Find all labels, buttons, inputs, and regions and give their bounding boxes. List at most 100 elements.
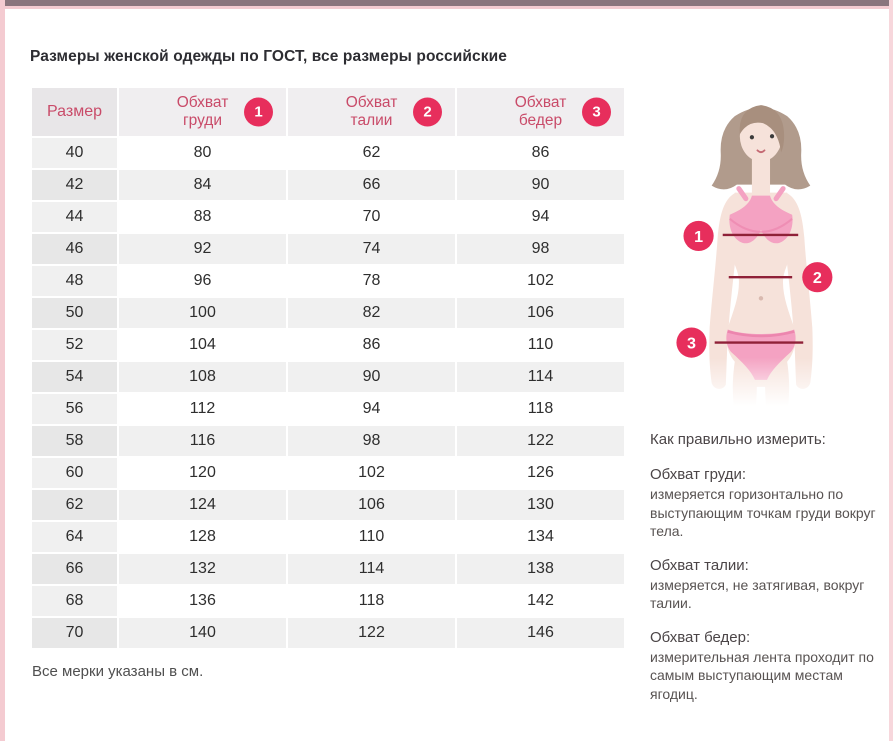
chest-cell: 136: [119, 586, 286, 616]
size-cell: 52: [32, 330, 117, 360]
size-table: Размер Обхват груди 1 Обхват талии 2 Обхва…: [30, 86, 626, 650]
table-header-row: Размер Обхват груди 1 Обхват талии 2 Обхва…: [32, 88, 624, 136]
chest-cell: 128: [119, 522, 286, 552]
right-eye: [769, 134, 775, 139]
size-cell: 44: [32, 202, 117, 232]
bra-strap-left: [736, 186, 749, 202]
neck: [751, 149, 771, 200]
size-cell: 70: [32, 618, 117, 648]
instruction-text-hips: измерительная лента проходит по самым вы…: [650, 648, 874, 702]
instruction-heading-hips: Обхват бедер:: [650, 628, 751, 646]
label-line: Обхват: [345, 94, 398, 111]
bra-strap-right: [773, 186, 786, 202]
table-row: 66 132 114 138: [32, 554, 624, 584]
instruction-text-chest: измеряется горизонтально по выступающим …: [650, 486, 876, 539]
figure-marker-3-icon: 3: [676, 327, 707, 358]
label-line: Обхват: [176, 94, 229, 111]
table-row: 68 136 118 142: [32, 586, 624, 616]
hips-cell: 110: [457, 330, 624, 360]
figure-marker-2-number: 2: [813, 269, 822, 287]
label-line: талии: [350, 112, 393, 129]
chest-cell: 88: [119, 202, 286, 232]
waist-cell: 102: [288, 458, 455, 488]
figure-marker-3-number: 3: [687, 335, 696, 353]
size-cell: 58: [32, 426, 117, 456]
figure-marker-1-icon: 1: [683, 220, 714, 252]
mouth: [756, 149, 766, 154]
hips-cell: 146: [457, 618, 624, 648]
units-note: Все мерки указаны в см.: [32, 663, 204, 680]
bottom-fade: [650, 357, 882, 406]
label-line: бедер: [518, 112, 563, 129]
bra-shading: [729, 218, 793, 233]
table-row: 56 112 94 118: [32, 394, 624, 424]
chest-cell: 84: [119, 170, 286, 200]
hips-cell: 86: [457, 138, 624, 168]
figure-marker-1-number: 1: [694, 228, 703, 246]
figure-wrap: 1 2 3: [650, 94, 890, 411]
table-row: 46 92 74 98: [32, 234, 624, 264]
table-row: 64 128 110 134: [32, 522, 624, 552]
waist-cell: 122: [288, 618, 455, 648]
table-row: 54 108 90 114: [32, 362, 624, 392]
waist-cell: 98: [288, 426, 455, 456]
size-cell: 46: [32, 234, 117, 264]
table-row: 58 116 98 122: [32, 426, 624, 456]
waist-cell: 70: [288, 202, 455, 232]
size-cell: 62: [32, 490, 117, 520]
size-cell: 66: [32, 554, 117, 584]
table-row: 44 88 70 94: [32, 202, 624, 232]
size-cell: 50: [32, 298, 117, 328]
hair-fringe: [739, 105, 785, 153]
table-row: 52 104 86 110: [32, 330, 624, 360]
table-row: 70 140 122 146: [32, 618, 624, 648]
column-header-size: Размер: [32, 88, 117, 136]
table-row: 48 96 78 102: [32, 266, 624, 296]
waist-cell: 90: [288, 362, 455, 392]
instructions-title: Как правильно измерить:: [650, 431, 826, 448]
hips-cell: 94: [457, 202, 624, 232]
column-header-waist: Обхват талии 2: [288, 88, 455, 136]
column-header-chest: Обхват груди 1: [119, 88, 286, 136]
waist-cell: 74: [288, 234, 455, 264]
instruction-text-waist: измеряется, не затягивая, вокруг талии.: [650, 576, 865, 612]
hips-cell: 102: [457, 266, 624, 296]
waist-cell: 66: [288, 170, 455, 200]
hips-cell: 106: [457, 298, 624, 328]
top-accent-bar: [0, 0, 893, 6]
waist-cell: 110: [288, 522, 455, 552]
page-title: Размеры женской одежды по ГОСТ, все разм…: [30, 48, 507, 65]
size-table-body: 40 80 62 86 42 84 66 90 44 88 70 94 46 92 74 98 48 96 78 10…: [32, 138, 624, 648]
waist-cell: 82: [288, 298, 455, 328]
figure-marker-2-icon: 2: [802, 262, 833, 293]
column-header-waist-label: Обхват талии: [346, 94, 398, 130]
table-row: 42 84 66 90: [32, 170, 624, 200]
bra: [729, 195, 793, 244]
waist-cell: 62: [288, 138, 455, 168]
instructions: Как правильно измерить: Обхват груди: из…: [650, 431, 884, 703]
waist-cell: 114: [288, 554, 455, 584]
hips-cell: 118: [457, 394, 624, 424]
waist-cell: 118: [288, 586, 455, 616]
label-line: груди: [182, 112, 223, 129]
hips-cell: 122: [457, 426, 624, 456]
size-cell: 48: [32, 266, 117, 296]
left-eye: [749, 135, 755, 140]
waist-cell: 106: [288, 490, 455, 520]
column-header-chest-label: Обхват груди: [177, 94, 229, 130]
size-cell: 56: [32, 394, 117, 424]
hips-cell: 90: [457, 170, 624, 200]
hips-cell: 126: [457, 458, 624, 488]
panties-band: [727, 330, 795, 338]
chest-cell: 124: [119, 490, 286, 520]
chest-cell: 100: [119, 298, 286, 328]
chest-cell: 104: [119, 330, 286, 360]
column-header-hips-label: Обхват бедер: [515, 94, 567, 130]
hips-cell: 130: [457, 490, 624, 520]
hips-cell: 142: [457, 586, 624, 616]
size-cell: 68: [32, 586, 117, 616]
navel: [758, 296, 764, 301]
chest-cell: 92: [119, 234, 286, 264]
main-layout: Размер Обхват груди 1 Обхват талии 2 Обхва…: [30, 66, 893, 703]
